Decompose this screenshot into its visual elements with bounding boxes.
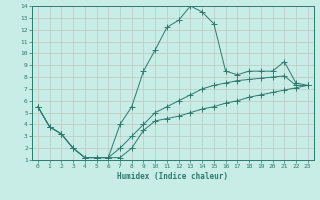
X-axis label: Humidex (Indice chaleur): Humidex (Indice chaleur) bbox=[117, 172, 228, 181]
